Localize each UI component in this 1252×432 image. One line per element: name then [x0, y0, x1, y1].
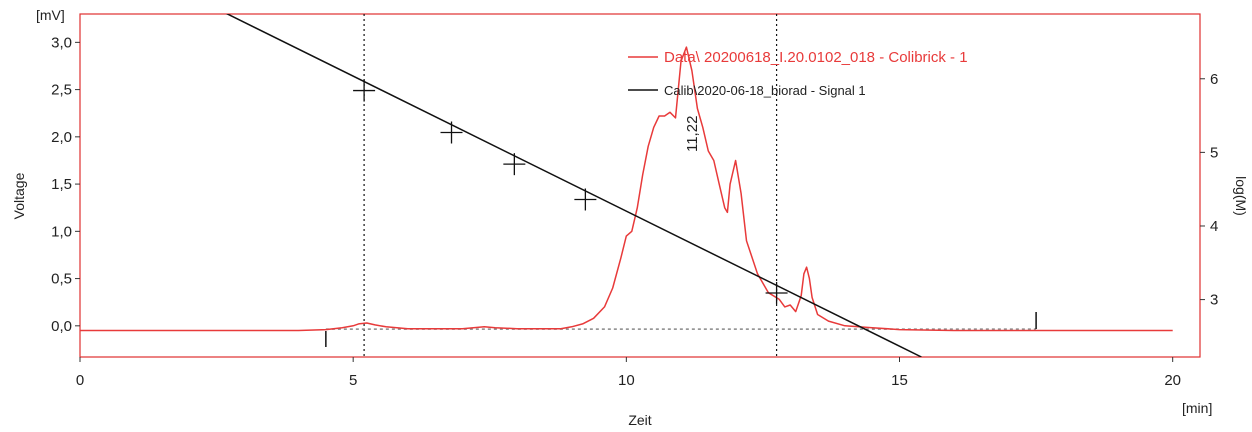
x-tick-label-4: 20	[1164, 372, 1181, 389]
y-axis-label: Voltage	[11, 172, 27, 219]
y2-tick-label-0: 3	[1210, 292, 1218, 309]
y2-tick-label-3: 6	[1210, 71, 1218, 88]
y-tick-label-4: 2,0	[51, 129, 72, 146]
y-tick-label-1: 0,5	[51, 271, 72, 288]
y-tick-label-6: 3,0	[51, 34, 72, 51]
x-tick-label-0: 0	[76, 372, 84, 389]
peak-label-0: 11,22	[684, 116, 701, 152]
y-tick-label-3: 1,5	[51, 176, 72, 193]
data-series-line	[80, 47, 1173, 330]
plot-frame	[80, 14, 1200, 357]
legend-label-calib: Calib\2020-06-18_biorad - Signal 1	[664, 83, 866, 98]
y-unit-label: [mV]	[36, 7, 65, 23]
legend: Data\ 20200618_I.20.0102_018 - Colibrick…	[628, 49, 968, 98]
x-tick-label-3: 15	[891, 372, 908, 389]
x-tick-label-1: 5	[349, 372, 357, 389]
y2-tick-label-2: 5	[1210, 144, 1218, 161]
legend-label-data: Data\ 20200618_I.20.0102_018 - Colibrick…	[664, 49, 968, 66]
y2-axis-label: log(M)	[1233, 176, 1249, 216]
y2-tick-label-1: 4	[1210, 218, 1218, 235]
y-tick-label-2: 1,0	[51, 223, 72, 240]
x-unit-label: [min]	[1182, 400, 1212, 416]
y-tick-label-5: 2,5	[51, 82, 72, 99]
x-tick-label-2: 10	[618, 372, 635, 389]
x-axis-label: Zeit	[628, 412, 651, 428]
y-tick-label-0: 0,0	[51, 318, 72, 335]
